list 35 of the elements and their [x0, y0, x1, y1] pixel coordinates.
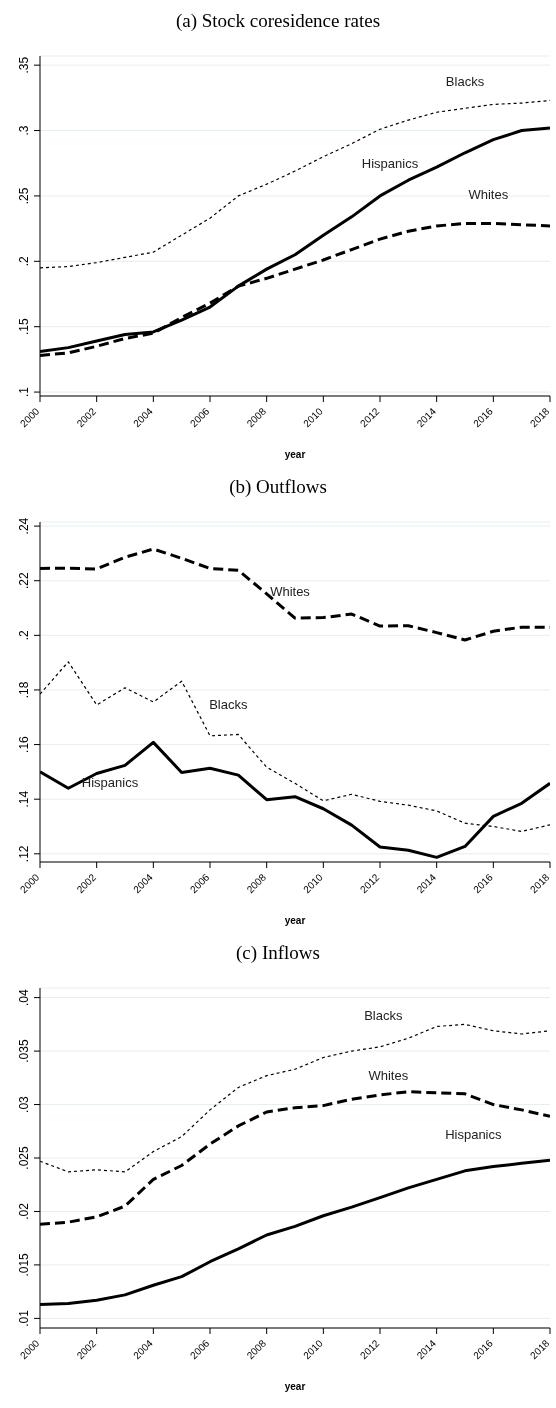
- y-tick-label: .04: [17, 988, 31, 1006]
- chart-title: (b) Outflows: [228, 475, 328, 499]
- y-tick-label: .025: [17, 1146, 31, 1170]
- y-tick-label: .2: [17, 255, 31, 267]
- series-label: Blacks: [364, 1008, 403, 1024]
- x-axis-title: year: [284, 449, 306, 460]
- y-tick-label: .035: [17, 1039, 31, 1063]
- y-tick-label: .3: [17, 125, 31, 136]
- series-label: Whites: [368, 1067, 409, 1083]
- series-label: Whites: [270, 584, 311, 600]
- y-tick-label: .2: [17, 630, 31, 641]
- y-tick-label: .03: [17, 1095, 31, 1113]
- y-tick-label: .15: [17, 318, 31, 336]
- y-tick-label: .16: [17, 735, 31, 753]
- y-tick-label: .24: [17, 517, 31, 535]
- x-axis-title: year: [284, 1381, 306, 1392]
- series-label: Hispanics: [81, 775, 139, 791]
- y-tick-label: .01: [17, 1309, 31, 1327]
- y-tick-label: .18: [17, 681, 31, 699]
- x-axis-title: year: [284, 915, 306, 926]
- series-label: Blacks: [209, 697, 248, 713]
- y-tick-label: .25: [17, 187, 31, 205]
- y-tick-label: .35: [17, 56, 31, 74]
- y-tick-label: .02: [17, 1202, 31, 1220]
- y-tick-label: .015: [17, 1252, 31, 1277]
- chart-title: (c) Inflows: [235, 941, 321, 965]
- series-label: Hispanics: [361, 155, 419, 171]
- series-label: Blacks: [445, 74, 485, 90]
- y-tick-label: .14: [17, 790, 31, 808]
- y-tick-label: .1: [17, 386, 31, 398]
- series-label: Whites: [468, 187, 509, 203]
- series-label: Hispanics: [445, 1126, 503, 1142]
- chart-title: (a) Stock coresidence rates: [174, 9, 382, 33]
- y-tick-label: .22: [17, 572, 31, 590]
- y-tick-label: .12: [17, 845, 31, 863]
